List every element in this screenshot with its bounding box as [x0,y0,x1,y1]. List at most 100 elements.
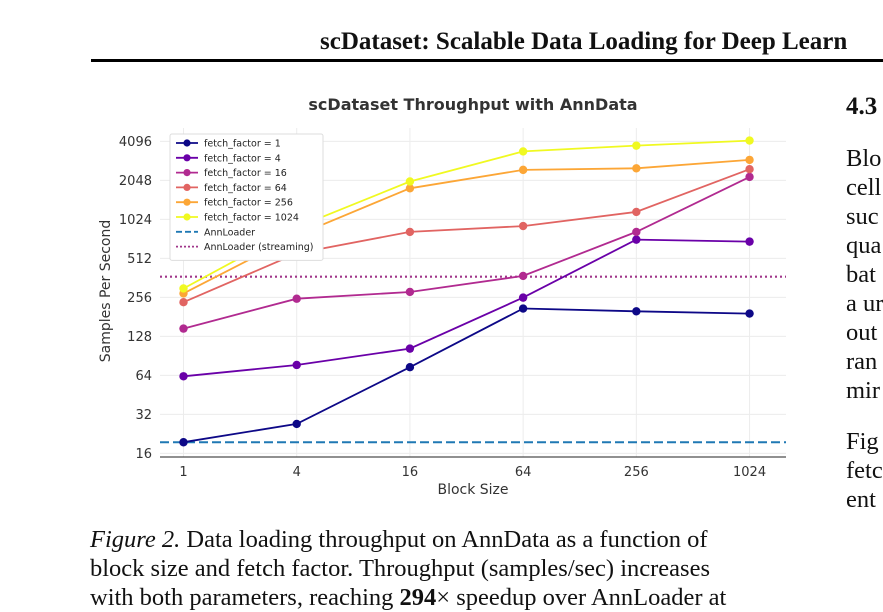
tick-labels: 1 4 16 64 256 1024 16 32 64 128 256 512 1024 2048 4096 [119,135,766,480]
y-tick-label: 4096 [119,135,152,150]
header-rule [91,59,883,62]
series-point [745,172,754,182]
series-point [179,438,188,447]
caption-line-3-end: × speedup over AnnLoader at [436,584,727,611]
series-point [518,165,528,175]
x-tick-label: 4 [293,465,301,480]
right-text-fragment: fetc [846,457,883,484]
x-tick-label: 1024 [733,465,766,480]
legend-label: fetch_factor = 1024 [204,213,299,224]
series-point [745,164,754,174]
series-point [632,307,641,316]
right-column-text: 4.3 Blo cell suc qua bat a ur out ran mir Fig fet… [846,92,883,514]
series-line [183,168,750,304]
y-tick-label: 128 [127,330,152,345]
legend-marker [183,213,191,221]
legend-label: fetch_factor = 64 [204,183,287,194]
series-point [518,221,528,231]
series-point [405,227,415,237]
series-point [632,164,641,173]
figure-caption: Figure 2. Data loading throughput on Ann… [90,525,794,612]
legend-marker [183,169,191,177]
series-point [292,419,301,429]
series-point [518,271,528,281]
y-tick-label: 16 [135,447,152,462]
series-point [405,287,415,297]
series-point [745,136,754,145]
right-text-fragment: Blo [846,145,882,172]
series-point [632,207,641,217]
right-text-fragment: mir [846,377,881,404]
series-point [179,284,188,293]
caption-speedup: 294 [399,584,437,611]
series-point [745,309,754,318]
series-point [405,177,415,186]
x-axis-label: Block Size [437,482,508,498]
y-tick-label: 2048 [119,174,152,189]
reference-lines [160,275,786,444]
x-tick-label: 64 [515,465,532,480]
legend-label: AnnLoader (streaming) [204,242,314,253]
y-tick-label: 256 [127,291,152,306]
right-text-fragment: bat [846,261,876,288]
x-tick-label: 1 [179,465,187,480]
series-point [518,147,528,156]
running-title: scDataset: Scalable Data Loading for Dee… [320,28,848,55]
throughput-chart: 1 4 16 64 256 1024 16 32 64 128 256 512 1024 2048 4096… [98,95,786,498]
y-tick-label: 1024 [119,213,152,228]
legend-marker [183,139,191,147]
series-point [632,141,641,150]
series-point [745,155,754,165]
legend-marker [183,198,191,206]
series-point [179,372,188,381]
legend-label: fetch_factor = 16 [204,168,287,179]
legend: fetch_factor = 1 fetch_factor = 4 fetch_fa… [169,133,324,261]
right-text-fragment: ent [846,486,876,513]
y-tick-label: 512 [127,252,152,267]
series-line [183,238,750,378]
legend-marker [183,183,191,191]
legend-box [169,133,324,261]
series-point [632,235,641,244]
x-tick-label: 256 [624,465,649,480]
right-paragraph-1: Blo cell suc qua bat a ur out ran mir [846,144,883,405]
legend-label: AnnLoader [204,227,255,238]
legend-marker [183,154,191,162]
series-point [405,184,415,193]
series-line [183,307,750,444]
series-point [179,298,188,307]
series-point [518,304,528,313]
right-text-fragment: cell [846,174,882,201]
legend-label: fetch_factor = 4 [204,153,281,164]
legend-label: fetch_factor = 1 [204,139,281,150]
right-text-fragment: suc [846,203,879,230]
caption-line-1-text: Data loading throughput on AnnData as a … [186,526,708,553]
right-text-fragment: out [846,319,878,346]
series-point [745,237,754,246]
right-text-fragment: Fig [846,428,879,455]
y-tick-label: 32 [135,408,152,423]
section-number: 4.3 [846,93,878,120]
x-tick-label: 16 [402,465,419,480]
caption-line-3-start: with both parameters, reaching [90,584,400,611]
series-line [183,176,750,330]
chart-title: scDataset Throughput with AnnData [308,95,637,114]
legend-label: fetch_factor = 256 [204,198,293,209]
right-text-fragment: qua [846,232,882,259]
right-text-fragment: ran [846,348,878,375]
right-text-fragment: a ur [846,290,883,317]
y-axis-label: Samples Per Second [98,220,114,363]
series-point [292,294,301,303]
caption-line-2: block size and fetch factor. Throughput … [90,555,710,582]
caption-line-1: Figure 2. Data loading throughput on Ann… [90,525,794,554]
caption-label: Figure 2. [90,526,181,553]
series-point [405,363,415,372]
y-tick-label: 64 [135,369,152,384]
series-point [179,324,188,333]
series-point [518,293,528,302]
series-point [405,344,415,353]
caption-line-3: with both parameters, reaching 294× spee… [90,583,794,612]
right-paragraph-2: Fig fetc ent [846,427,883,514]
series-point [292,360,301,370]
series-point [632,227,641,237]
